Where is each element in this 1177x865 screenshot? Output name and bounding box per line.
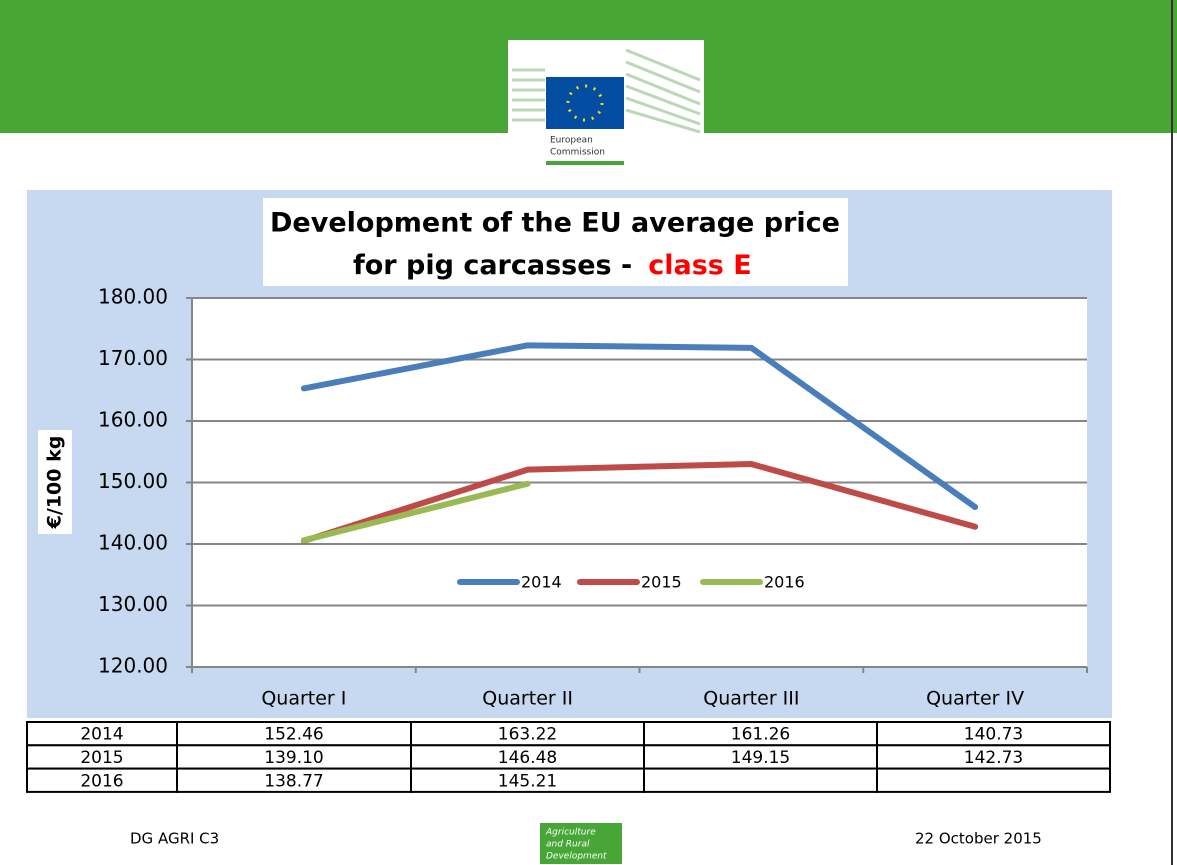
y-tick-label: 170.00 [98,346,168,370]
legend-label: 2016 [764,573,805,592]
table-text: 140.73 [964,725,1023,745]
y-tick-label: 180.00 [98,285,168,309]
y-tick-label: 130.00 [98,592,168,616]
x-tick-label: Quarter I [261,688,346,710]
logo-text: European [550,136,593,146]
footer-right: 22 October 2015 [915,830,1042,848]
series-line [300,342,979,511]
y-tick-label: 140.00 [98,531,168,555]
eu-stars [566,84,604,122]
table-text: 145.21 [498,771,557,791]
table-text: 142.73 [964,748,1023,768]
logo-bar [546,161,624,165]
x-tick-label: Quarter II [482,688,573,710]
x-tick-label: Quarter IV [926,688,1024,710]
logo-text: Commission [550,148,605,158]
footer-badge [540,823,622,864]
x-tick-label: Quarter III [703,688,799,710]
badge-text: and Rural [546,840,590,850]
logo-building [512,48,701,134]
chart-title: for pig carcasses - class E [353,250,752,281]
table-cell [643,767,878,793]
eu-flag [546,77,624,129]
title-line: for pig carcasses - [353,250,632,281]
badge-text: Development [546,852,607,862]
plot: 120.00 130.00 140.00 150.00 160.00 170.00 180.… [98,285,1088,710]
table-text: 139.10 [264,748,323,768]
table-text: 163.22 [498,725,557,745]
table-cell [876,767,1111,793]
legend-label: 2015 [641,573,682,592]
table-text: 2014 [80,725,123,745]
title-highlight: class E [648,250,751,281]
ylabel-box [38,430,72,534]
badge-text: Agriculture [545,828,596,838]
series-line [300,461,979,544]
table-text: 2016 [80,771,123,791]
y-tick-label: 120.00 [98,654,168,678]
series-line [300,480,531,544]
y-tick-label: 160.00 [98,408,168,432]
table-text: 149.15 [731,748,790,768]
legend-label: 2014 [521,573,562,592]
y-axis-label: €/100 kg [44,436,66,530]
data-table: 2014 152.46 163.22 161.26 140.73 2015 139.10 14… [26,721,1111,793]
table-text: 138.77 [264,771,323,791]
table-text: 146.48 [498,748,557,768]
table-text: 161.26 [731,725,790,745]
footer-left: DG AGRI C3 [130,830,219,848]
title-box [263,198,848,286]
chart-title: Development of the EU average price [270,208,840,239]
table-text: 2015 [80,748,123,768]
y-tick-label: 150.00 [98,469,168,493]
logo: European Commission [508,40,704,166]
table-text: 152.46 [264,725,323,745]
